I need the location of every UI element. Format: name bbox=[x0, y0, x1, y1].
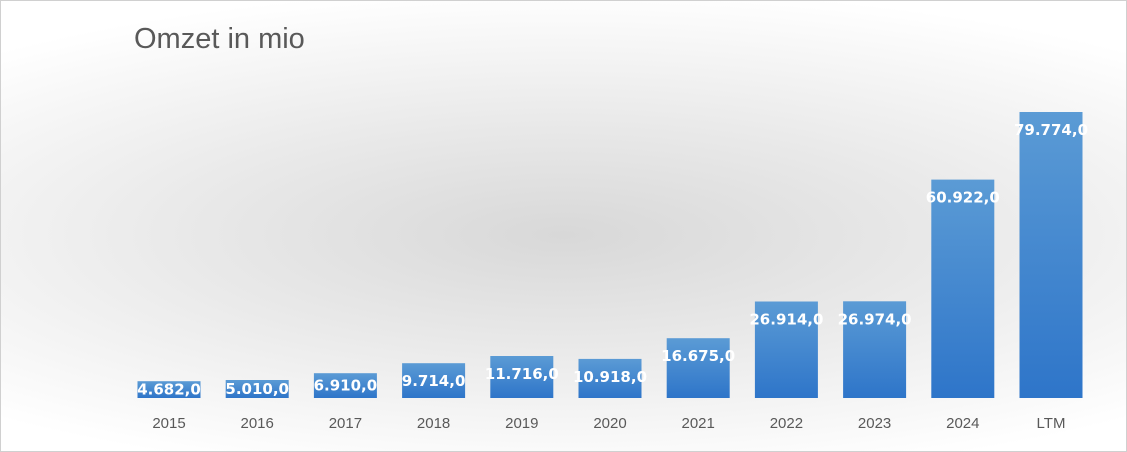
x-tick-2015: 2015 bbox=[152, 415, 185, 432]
bar-2024 bbox=[931, 179, 995, 398]
bar-ltm bbox=[1019, 112, 1083, 398]
data-labels: 4.682,0 5.010,0 6.910,0 9.714,0 11.716,0 10.9… bbox=[137, 121, 1088, 399]
x-tick-2016: 2016 bbox=[241, 415, 274, 432]
bar-2023 bbox=[843, 301, 907, 398]
bar-2016 bbox=[225, 380, 289, 398]
x-tick-2024: 2024 bbox=[946, 415, 979, 432]
data-label-2020: 10.918,0 bbox=[573, 368, 647, 386]
x-tick-ltm: LTM bbox=[1037, 415, 1066, 432]
bar-2019 bbox=[490, 356, 554, 398]
bars bbox=[137, 112, 1083, 398]
x-tick-2023: 2023 bbox=[858, 415, 891, 432]
bar-2021 bbox=[666, 338, 730, 398]
data-label-ltm: 79.774,0 bbox=[1014, 121, 1088, 139]
x-tick-2017: 2017 bbox=[329, 415, 362, 432]
data-label-2017: 6.910,0 bbox=[314, 377, 378, 395]
data-label-2023: 26.974,0 bbox=[838, 310, 912, 328]
x-axis-ticks: 2015 2016 2017 2018 2019 2020 2021 2022 2023 2024… bbox=[152, 415, 1065, 432]
bar-2015 bbox=[137, 381, 201, 398]
bar-2017 bbox=[313, 373, 377, 398]
bar-2018 bbox=[402, 363, 466, 398]
x-tick-2020: 2020 bbox=[593, 415, 626, 432]
chart-title: Omzet in mio bbox=[134, 23, 305, 55]
data-label-2022: 26.914,0 bbox=[749, 311, 823, 329]
data-label-2015: 4.682,0 bbox=[137, 381, 201, 399]
x-tick-2018: 2018 bbox=[417, 415, 450, 432]
x-tick-2022: 2022 bbox=[770, 415, 803, 432]
data-label-2016: 5.010,0 bbox=[225, 380, 289, 398]
x-tick-2021: 2021 bbox=[682, 415, 715, 432]
bar-2020 bbox=[578, 358, 642, 398]
data-label-2021: 16.675,0 bbox=[661, 347, 735, 365]
data-label-2024: 60.922,0 bbox=[926, 189, 1000, 207]
bar-2022 bbox=[754, 301, 818, 398]
data-label-2019: 11.716,0 bbox=[485, 365, 559, 383]
data-label-2018: 9.714,0 bbox=[402, 372, 466, 390]
x-tick-2019: 2019 bbox=[505, 415, 538, 432]
